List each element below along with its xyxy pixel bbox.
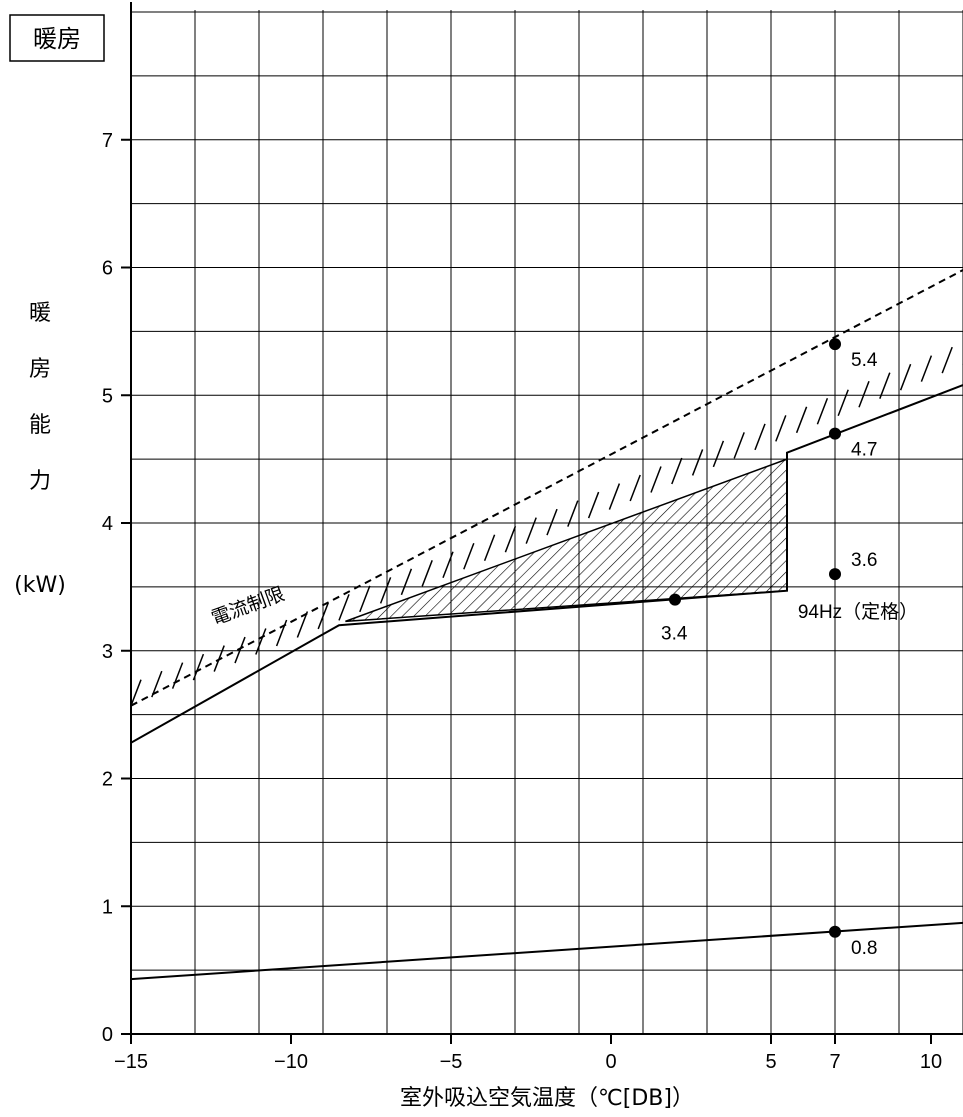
y-tick-label: 4 <box>102 513 113 535</box>
limit-hatch-mark <box>858 380 870 408</box>
limit-hatch-mark <box>317 602 329 630</box>
limit-hatch-mark <box>234 636 246 664</box>
x-tick-label: 10 <box>920 1051 942 1073</box>
data-point-label: 3.4 <box>661 624 688 645</box>
data-point-label: 0.8 <box>851 938 877 959</box>
x-tick-label: −5 <box>440 1051 463 1073</box>
x-tick-label: 7 <box>829 1051 840 1073</box>
series-line-3 <box>131 921 963 981</box>
y-tick-label: 6 <box>102 258 113 280</box>
limit-hatch-mark <box>567 500 579 527</box>
hatched-area <box>345 458 788 623</box>
limit-hatch-mark <box>504 525 517 553</box>
limit-hatch-mark <box>733 432 745 459</box>
limit-hatch-mark <box>629 474 641 502</box>
limit-hatch-mark <box>379 577 392 604</box>
current-limit-hatch <box>131 346 963 706</box>
limit-hatch-mark <box>192 653 205 681</box>
y-tick-label: 7 <box>102 130 113 152</box>
data-point <box>669 593 681 606</box>
axes: 0 1 2 3 4 5 6 7 −15 −10 −5 0 5 7 10 <box>102 2 963 1073</box>
limit-hatch-mark <box>400 568 413 596</box>
hatched-region <box>345 458 788 623</box>
limit-hatch-mark <box>691 449 704 476</box>
limit-hatch-mark <box>546 508 558 536</box>
data-point-label: 5.4 <box>851 350 878 371</box>
limit-hatch-mark <box>275 619 288 647</box>
limit-hatch-mark <box>421 560 433 587</box>
x-axis-label: 室外吸込空気温度（℃[DB]） <box>400 1086 694 1111</box>
limit-hatch-mark <box>255 628 267 655</box>
y-axis-label-char: 力 <box>29 469 51 494</box>
limit-hatch-mark <box>296 611 309 638</box>
limit-hatch-mark <box>712 440 725 468</box>
limit-hatch-mark <box>483 534 496 561</box>
data-point <box>829 568 841 581</box>
x-tick-label: 5 <box>765 1051 776 1073</box>
x-tick-label: −10 <box>274 1051 308 1073</box>
data-point <box>829 338 841 351</box>
y-tick-label: 0 <box>102 1024 113 1046</box>
y-axis-label-char: 能 <box>29 413 51 438</box>
limit-hatch-mark <box>899 363 912 391</box>
y-axis-label-char: 房 <box>29 357 51 382</box>
grid <box>131 10 963 1034</box>
data-point <box>829 925 841 938</box>
limit-hatch-mark <box>775 415 787 442</box>
limit-hatch-mark <box>213 645 225 672</box>
x-tick-label: 0 <box>605 1051 616 1073</box>
limit-hatch-mark <box>920 355 933 382</box>
data-point-label: 3.6 <box>851 550 877 571</box>
data-point <box>829 427 841 440</box>
y-tick-label: 1 <box>102 896 113 918</box>
limit-hatch-mark <box>359 585 371 613</box>
limit-hatch-mark <box>525 517 537 544</box>
y-tick-label: 5 <box>102 385 113 407</box>
limit-hatch-mark <box>650 466 662 493</box>
limit-hatch-mark <box>131 679 142 706</box>
limit-hatch-mark <box>608 483 621 510</box>
x-tick-label: −15 <box>114 1051 148 1073</box>
limit-hatch-mark <box>816 398 829 425</box>
limit-hatch-mark <box>671 457 683 485</box>
limit-hatch-mark <box>754 423 766 451</box>
current-limit-label: 電流制限 <box>208 583 287 630</box>
rated-label: 94Hz（定格） <box>798 601 918 623</box>
y-tick-label: 3 <box>102 641 113 663</box>
limit-hatch-mark <box>171 662 184 689</box>
y-axis-unit: (kW) <box>14 573 66 598</box>
chart-title: 暖房 <box>33 25 81 53</box>
series-line-1 <box>131 269 963 707</box>
limit-hatch-mark <box>879 372 891 399</box>
series-line-2 <box>131 384 963 744</box>
y-tick-label: 2 <box>102 769 113 791</box>
limit-hatch-mark <box>941 346 953 374</box>
limit-hatch-mark <box>463 542 475 570</box>
data-points: 5.4 4.7 3.6 3.4 0.8 <box>661 338 878 959</box>
limit-hatch-mark <box>338 594 350 621</box>
limit-hatch-mark <box>442 551 454 579</box>
limit-hatch-mark <box>151 670 163 698</box>
limit-hatch-mark <box>587 491 600 519</box>
series-lines <box>131 269 963 981</box>
data-point-label: 4.7 <box>851 440 877 461</box>
y-axis-label-char: 暖 <box>29 301 51 326</box>
limit-hatch-mark <box>837 389 849 417</box>
limit-hatch-mark <box>795 406 808 434</box>
chart-title-box: 暖房 <box>9 14 105 62</box>
